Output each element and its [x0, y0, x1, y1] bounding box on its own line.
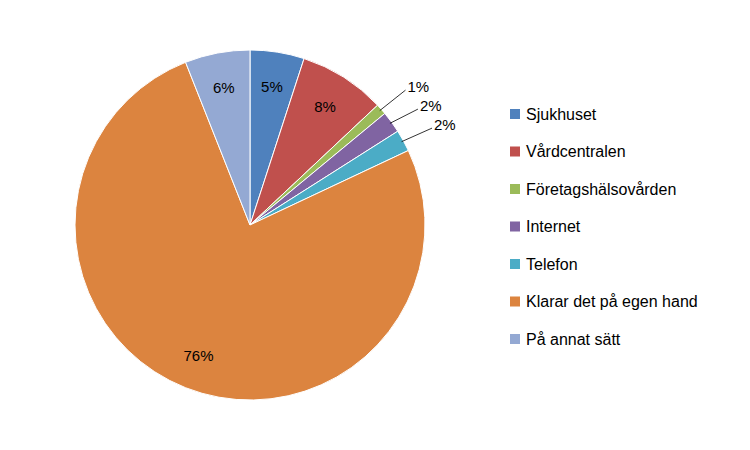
- data-label: 5%: [261, 78, 283, 95]
- leader-line: [390, 109, 418, 123]
- data-label: 2%: [420, 97, 442, 114]
- data-label: 1%: [408, 78, 430, 95]
- chart: 5% 8% 76% 6% 1% 2% 2% Sjukhuset Vårdcentralen För…: [0, 0, 750, 450]
- data-label: 8%: [314, 98, 336, 115]
- legend-swatch: [510, 109, 520, 119]
- legend: Sjukhuset Vårdcentralen Företagshälsovårde…: [510, 106, 698, 348]
- data-labels: 5% 8% 76% 6% 1% 2% 2%: [183, 78, 455, 364]
- legend-label: Internet: [526, 218, 581, 235]
- legend-swatch: [510, 259, 520, 269]
- legend-label: Sjukhuset: [526, 106, 597, 123]
- legend-label: Företagshälsovården: [526, 181, 676, 198]
- data-label: 2%: [434, 116, 456, 133]
- leader-line: [402, 128, 432, 142]
- leader-line: [380, 90, 406, 110]
- legend-swatch: [510, 147, 520, 157]
- legend-label: På annat sätt: [526, 331, 621, 348]
- legend-label: Klarar det på egen hand: [526, 293, 698, 310]
- pie-slice: [186, 50, 250, 225]
- legend-label: Telefon: [526, 256, 578, 273]
- data-label: 76%: [183, 347, 213, 364]
- legend-swatch: [510, 334, 520, 344]
- legend-swatch: [510, 184, 520, 194]
- legend-label: Vårdcentralen: [526, 143, 626, 160]
- pie: [75, 50, 425, 400]
- data-label: 6%: [213, 79, 235, 96]
- legend-swatch: [510, 297, 520, 307]
- legend-swatch: [510, 222, 520, 232]
